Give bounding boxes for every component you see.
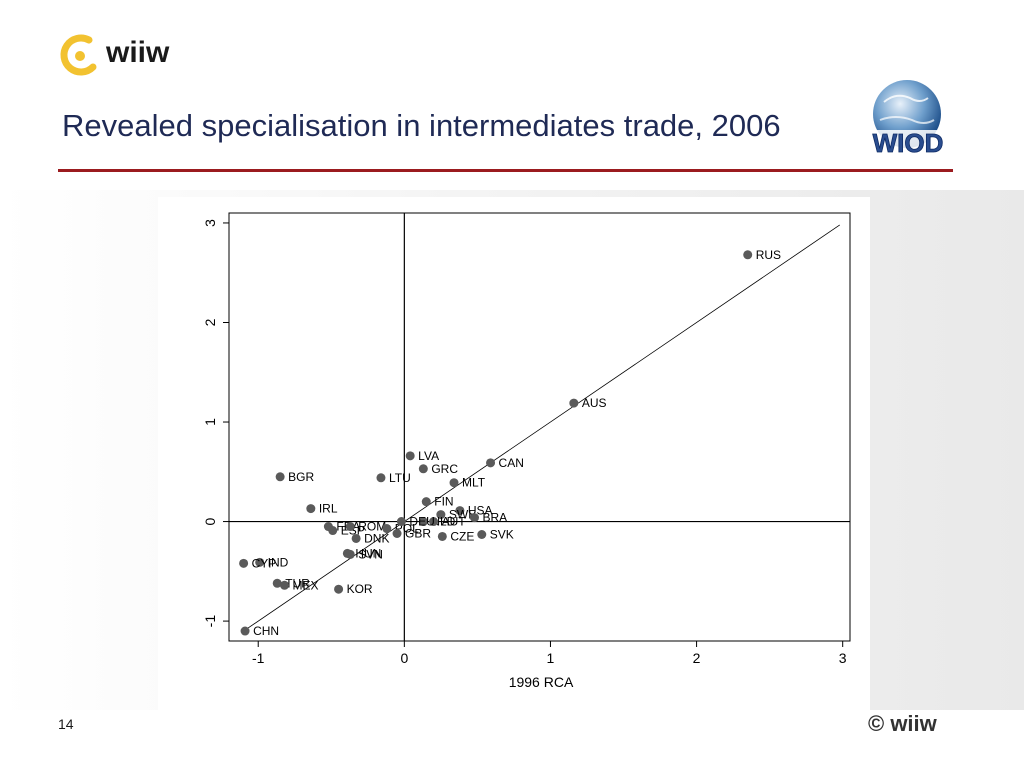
data-point-lva	[405, 451, 415, 461]
point-label-deu: DEU	[409, 515, 434, 529]
point-label-bgr: BGR	[288, 470, 314, 484]
data-point-cze	[437, 531, 447, 541]
y-tick-label: 0	[202, 517, 218, 525]
point-label-nld: NLD	[431, 515, 455, 529]
page-title: Revealed specialisation in intermediates…	[62, 108, 781, 143]
data-point-irl	[306, 504, 316, 514]
data-point-fin	[421, 497, 431, 507]
data-point-tur	[272, 578, 282, 588]
data-point-dnk	[351, 533, 361, 543]
data-point-swe	[436, 510, 446, 520]
point-label-mlt: MLT	[462, 476, 486, 490]
data-point-aus	[569, 398, 579, 408]
data-point-esp	[328, 526, 338, 536]
data-point-rus	[743, 250, 753, 260]
point-label-mex: MEX	[293, 578, 319, 592]
point-label-kor: KOR	[347, 582, 373, 596]
point-label-rus: RUS	[756, 248, 781, 262]
data-point-ind	[255, 557, 265, 567]
data-point-pol	[382, 524, 392, 534]
wiiw-logo-icon	[60, 34, 97, 76]
point-label-lva: LVA	[418, 449, 439, 463]
diagonal-reference-line	[243, 224, 840, 632]
point-label-can: CAN	[499, 456, 524, 470]
wiod-logo-text: WIOD	[873, 128, 944, 158]
point-label-gbr: GBR	[405, 527, 431, 541]
data-point-rom	[345, 522, 355, 532]
data-point-svn	[345, 549, 355, 559]
data-point-grc	[418, 464, 428, 474]
point-label-tur: TUR	[285, 576, 310, 590]
y-tick-label: 1	[202, 418, 218, 426]
y-tick-label: -1	[202, 615, 218, 628]
data-point-usa	[455, 506, 465, 516]
point-label-bra: BRA	[482, 511, 507, 525]
data-point-mex	[280, 580, 290, 590]
data-point-bgr	[275, 472, 285, 482]
data-point-ltu	[376, 473, 386, 483]
point-label-svn: SVN	[358, 547, 383, 561]
x-tick-label: 0	[400, 650, 408, 666]
data-point-mlt	[449, 478, 459, 488]
data-point-cyp	[239, 558, 249, 568]
copyright-text: © wiiw	[868, 711, 937, 736]
point-label-fin: FIN	[434, 495, 453, 509]
point-label-cze: CZE	[450, 529, 474, 543]
point-label-cyp: CYP	[252, 556, 277, 570]
data-point-kor	[334, 584, 344, 594]
point-label-dnk: DNK	[364, 531, 389, 545]
y-tick-label: 3	[202, 219, 218, 227]
point-label-chn: CHN	[253, 624, 279, 638]
point-label-aut: AUT	[442, 515, 467, 529]
point-label-hun: HUN	[355, 546, 381, 560]
x-tick-label: 3	[839, 650, 847, 666]
point-label-ltu: LTU	[389, 471, 411, 485]
x-axis-label: 1996 RCA	[509, 674, 574, 690]
x-tick-label: 1	[547, 650, 555, 666]
x-tick-label: -1	[252, 650, 265, 666]
title-divider	[58, 169, 953, 172]
wiod-globe-logo-icon: WIOD	[868, 80, 948, 158]
data-point-svk	[477, 529, 487, 539]
data-point-bra	[469, 513, 479, 523]
data-point-chn	[240, 626, 250, 636]
y-tick-label: 2	[202, 318, 218, 326]
point-label-ind: IND	[268, 555, 289, 569]
point-label-rom: ROM	[358, 520, 386, 534]
point-label-aus: AUS	[582, 396, 607, 410]
x-tick-label: 2	[693, 650, 701, 666]
page-number: 14	[58, 716, 74, 732]
data-point-nld	[418, 517, 428, 527]
point-label-swe: SWE	[449, 508, 476, 522]
logo-text: wiiw	[106, 36, 170, 69]
point-label-grc: GRC	[431, 462, 458, 476]
data-point-gbr	[392, 529, 402, 539]
plot-frame	[228, 212, 851, 642]
point-label-svk: SVK	[490, 527, 514, 541]
data-point-aut	[429, 517, 439, 527]
data-point-can	[486, 458, 496, 468]
point-label-irl: IRL	[319, 502, 338, 516]
data-point-deu	[396, 517, 406, 527]
